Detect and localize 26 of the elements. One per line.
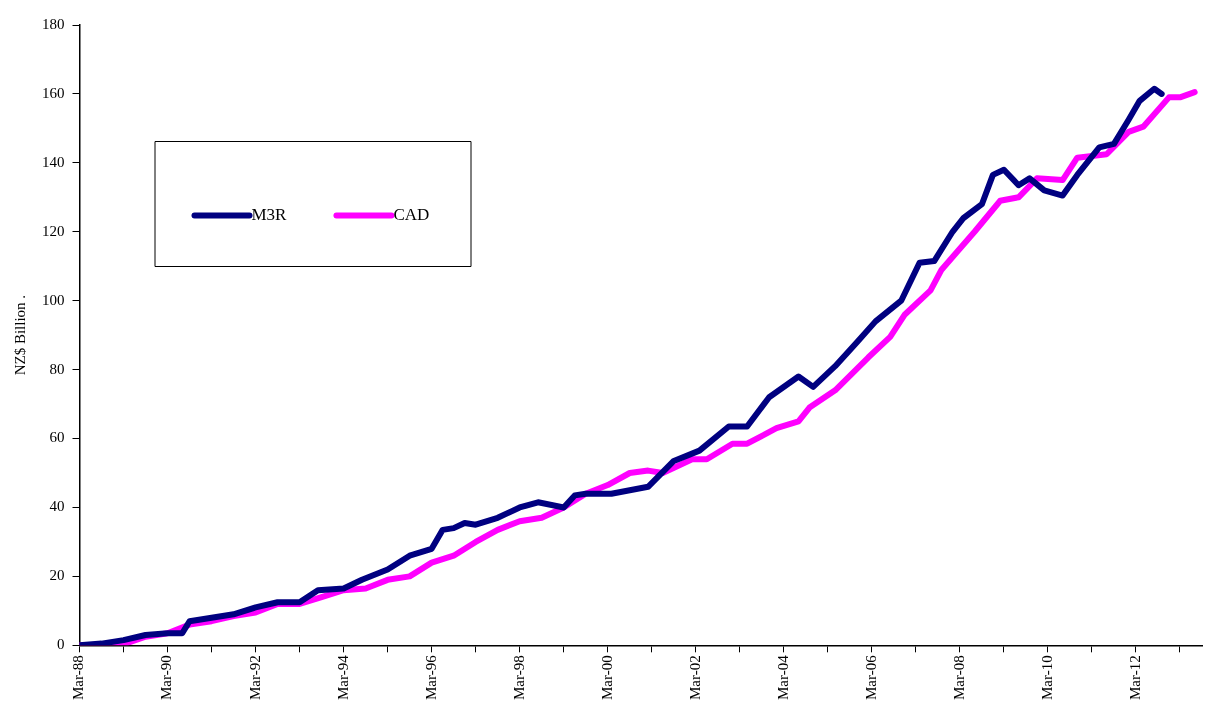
y-tick-label: 140 (42, 153, 65, 170)
y-tick-label: 180 (42, 15, 65, 32)
y-tick-label: 80 (49, 360, 65, 377)
legend-label: M3R (251, 204, 288, 224)
y-tick-label: 40 (49, 498, 65, 515)
y-tick-label: 20 (49, 567, 65, 584)
x-tick-label: Mar-06 (862, 654, 879, 700)
x-tick-label: Mar-08 (950, 655, 967, 700)
x-tick-label: Mar-00 (598, 655, 615, 700)
x-tick-label: Mar-04 (774, 654, 791, 700)
x-tick-label: Mar-94 (334, 654, 351, 700)
y-tick-label: 100 (42, 291, 65, 308)
x-tick-label: Mar-10 (1038, 655, 1055, 700)
y-axis-title: NZ$ Billion . (11, 294, 28, 376)
y-tick-label: 120 (42, 222, 65, 239)
legend-label: CAD (393, 204, 430, 224)
x-tick-label: Mar-90 (158, 655, 175, 700)
y-tick-label: 160 (42, 84, 65, 101)
x-tick-label: Mar-88 (70, 655, 87, 700)
x-tick-label: Mar-98 (510, 655, 527, 700)
x-tick-label: Mar-02 (686, 655, 703, 700)
y-tick-label: 60 (49, 429, 65, 446)
y-tick-label: 0 (57, 636, 65, 653)
x-tick-label: Mar-96 (422, 654, 439, 700)
x-tick-label: Mar-12 (1126, 655, 1143, 700)
x-tick-label: Mar-92 (246, 655, 263, 700)
